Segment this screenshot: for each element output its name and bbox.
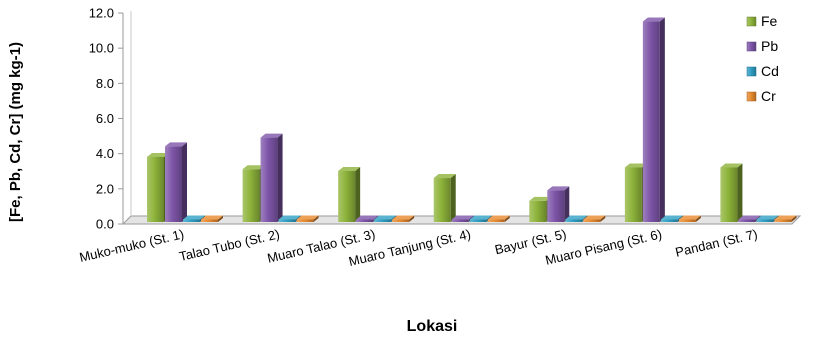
y-tick-label: 2.0 xyxy=(96,181,114,196)
bars xyxy=(147,17,797,222)
bar-pb-5 xyxy=(547,186,570,222)
y-axis-ticks: 0.0 2.0 4.0 6.0 8.0 10.0 12.0 xyxy=(89,6,123,232)
legend-item-cd: Cd xyxy=(746,63,779,79)
legend-item-fe: Fe xyxy=(746,13,778,29)
bar-pb-2 xyxy=(260,133,283,222)
y-tick-label: 6.0 xyxy=(96,111,114,126)
bar-pb-1 xyxy=(165,142,187,222)
bar-cr-3 xyxy=(392,215,415,222)
bar-cr-2 xyxy=(296,215,319,222)
bar-fe-7 xyxy=(720,163,743,222)
y-tick-label: 4.0 xyxy=(96,146,114,161)
chart-frame xyxy=(121,11,802,225)
legend-swatch xyxy=(746,41,757,52)
legend-swatch xyxy=(746,66,757,77)
legend-swatch xyxy=(746,16,757,27)
legend-label: Cr xyxy=(761,88,776,104)
y-axis-title: [Fe, Pb, Cd, Cr] (mg kg-1) xyxy=(7,42,24,222)
bar-cr-1 xyxy=(201,215,223,222)
x-axis-categories: Muko-muko (St. 1)Talao Tubo (St. 2)Muaro… xyxy=(78,226,759,269)
x-category-label: Muko-muko (St. 1) xyxy=(78,226,186,265)
legend: Fe Pb Cd Cr xyxy=(746,13,779,104)
x-category-label: Pandan (St. 7) xyxy=(674,226,759,259)
legend-swatch xyxy=(746,91,757,102)
y-tick-label: 10.0 xyxy=(89,41,114,56)
bar-cr-6 xyxy=(678,215,701,222)
y-tick-label: 8.0 xyxy=(96,76,114,91)
bar-pb-6 xyxy=(642,17,665,222)
legend-item-cr: Cr xyxy=(746,88,776,104)
bar-cr-7 xyxy=(774,215,797,222)
x-category-label: Talao Tubo (St. 2) xyxy=(178,226,281,264)
x-axis-title: Lokasi xyxy=(407,318,458,335)
y-tick-label: 12.0 xyxy=(89,6,114,21)
bar-fe-4 xyxy=(433,174,456,222)
bar-fe-3 xyxy=(338,167,361,222)
legend-label: Pb xyxy=(761,38,778,54)
bar-cr-5 xyxy=(583,215,606,222)
legend-label: Cd xyxy=(761,63,779,79)
legend-item-pb: Pb xyxy=(746,38,778,54)
legend-label: Fe xyxy=(761,13,778,29)
y-tick-label: 0.0 xyxy=(96,217,114,232)
bar-cr-4 xyxy=(487,215,510,222)
